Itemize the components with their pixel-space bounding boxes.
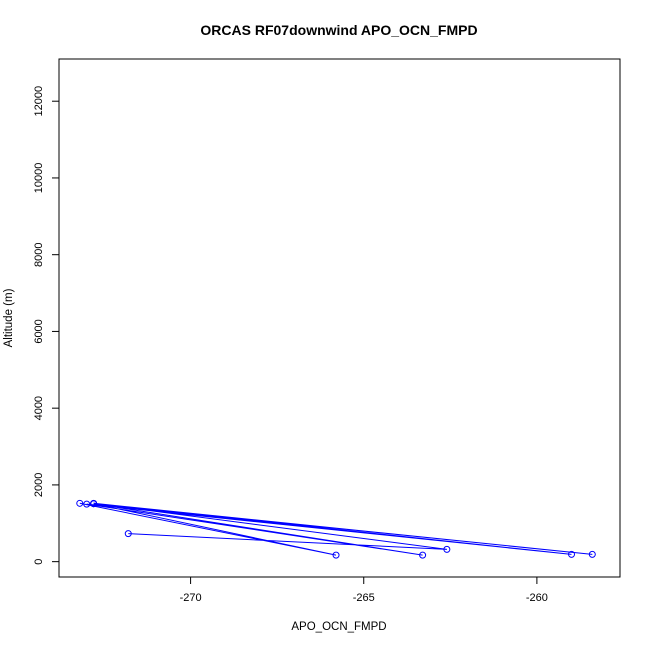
data-point [568, 550, 576, 558]
y-tick-label: 8000 [33, 242, 45, 266]
y-tick-label: 0 [33, 559, 45, 565]
data-point [443, 545, 451, 553]
data-point [83, 500, 91, 508]
x-tick-label: -270 [180, 592, 202, 604]
y-axis: 0 2000 4000 6000 8000 10000 12000 [33, 86, 60, 565]
x-axis-label: APO_OCN_FMPD [291, 621, 386, 633]
plot-frame [58, 58, 621, 578]
data-point [588, 550, 596, 558]
data-point [124, 530, 132, 538]
data-point [90, 500, 98, 508]
chart-title: ORCAS RF07downwind APO_OCN_FMPD [200, 22, 477, 38]
y-axis-label: Altitude (m) [3, 288, 15, 347]
data-point [419, 551, 427, 559]
y-tick-label: 10000 [33, 163, 45, 194]
x-tick-label: -260 [526, 592, 548, 604]
x-tick-label: -265 [353, 592, 375, 604]
data-point [76, 499, 84, 507]
y-tick-label: 12000 [33, 86, 45, 117]
data-point [332, 551, 340, 559]
y-tick-label: 2000 [33, 473, 45, 497]
x-axis: -270 -265 -260 [180, 576, 548, 604]
y-tick-label: 6000 [33, 319, 45, 343]
series-line [79, 502, 593, 556]
y-tick-label: 4000 [33, 396, 45, 420]
series-layer [76, 499, 596, 559]
